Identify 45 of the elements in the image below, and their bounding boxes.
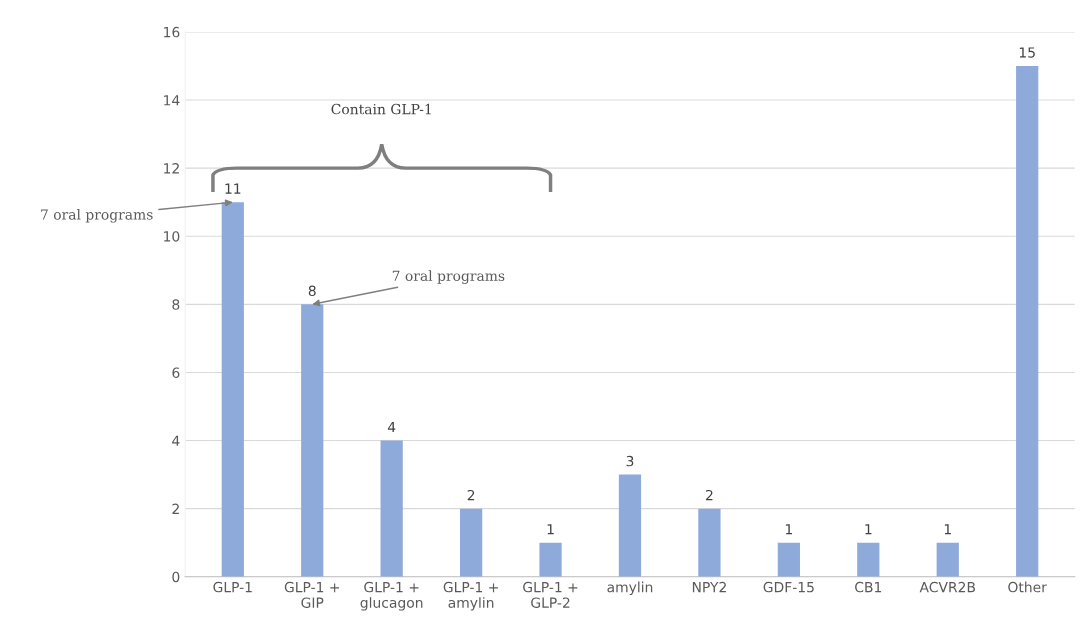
data-label: 11 bbox=[225, 183, 241, 194]
data-label: 2 bbox=[467, 489, 475, 501]
y-tick-label: 12 bbox=[164, 163, 179, 174]
x-tick-label: GLP-1 bbox=[213, 581, 252, 593]
bar bbox=[380, 440, 403, 577]
data-label: 4 bbox=[387, 421, 396, 433]
data-label: 3 bbox=[626, 455, 634, 467]
x-tick-label: GDF-15 bbox=[763, 581, 814, 593]
y-tick-label: 0 bbox=[172, 571, 180, 583]
bar bbox=[618, 474, 642, 577]
bar bbox=[459, 508, 483, 577]
data-label: 8 bbox=[308, 285, 316, 297]
x-tick-label: Other bbox=[1008, 581, 1047, 593]
bar bbox=[301, 304, 324, 577]
bar bbox=[221, 202, 244, 577]
data-label: 1 bbox=[865, 524, 872, 535]
y-tick-label: 8 bbox=[172, 299, 180, 310]
data-label: 2 bbox=[706, 489, 713, 501]
y-tick-label: 14 bbox=[164, 95, 180, 106]
annotation: 7 oral programs bbox=[41, 208, 153, 223]
data-label: 15 bbox=[1019, 47, 1035, 58]
bar bbox=[1016, 65, 1039, 577]
y-tick-label: 16 bbox=[164, 26, 180, 38]
bar bbox=[777, 542, 800, 577]
bar bbox=[539, 542, 562, 577]
x-tick-label: amylin bbox=[607, 581, 653, 596]
annotation: Contain GLP-1 bbox=[331, 103, 431, 115]
data-label: 1 bbox=[547, 524, 554, 535]
x-tick-label: ACVR2B bbox=[919, 581, 975, 593]
y-tick-label: 2 bbox=[172, 503, 179, 514]
data-label: 1 bbox=[785, 524, 792, 535]
bar bbox=[857, 542, 880, 577]
annotation: 7 oral programs bbox=[392, 270, 505, 284]
x-tick-label: GLP-1 + GLP-2 bbox=[523, 581, 578, 608]
bar bbox=[936, 542, 959, 577]
x-tick-label: NPY2 bbox=[692, 581, 726, 593]
x-tick-label: GLP-1 + GIP bbox=[284, 581, 339, 608]
y-tick-label: 10 bbox=[164, 231, 180, 242]
bar bbox=[698, 508, 721, 577]
x-tick-label: CB1 bbox=[855, 581, 882, 593]
x-tick-label: GLP-1 + amylin bbox=[443, 581, 498, 611]
data-label: 1 bbox=[944, 524, 951, 535]
y-tick-label: 6 bbox=[172, 367, 180, 378]
x-tick-label: GLP-1 + glucagon bbox=[360, 581, 423, 611]
y-tick-label: 4 bbox=[172, 435, 180, 446]
